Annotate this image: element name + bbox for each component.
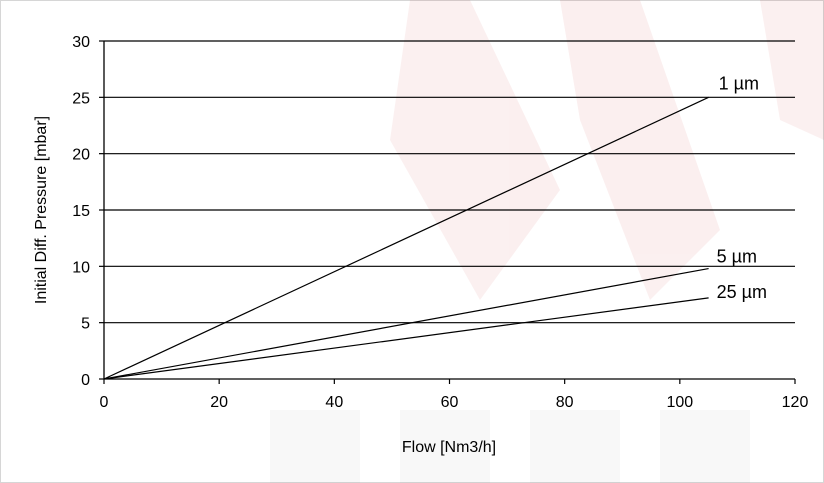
- series-label: 1 µm: [719, 73, 759, 93]
- x-tick-label: 100: [666, 394, 693, 411]
- y-tick-label: 20: [72, 147, 90, 164]
- x-tick-label: 40: [325, 394, 343, 411]
- series-lines: [103, 96, 709, 380]
- y-tick-label: 10: [72, 259, 90, 276]
- x-tick-label: 80: [556, 394, 574, 411]
- series-labels: 1 µm 5 µm 25 µm: [717, 73, 767, 302]
- series-line: [103, 297, 709, 380]
- x-tick-label: 20: [210, 394, 228, 411]
- y-axis-title: Initial Diff. Pressure [mbar]: [33, 116, 50, 304]
- y-axis-ticks: 0 5 10 15 20 25 30: [72, 34, 104, 389]
- y-tick-label: 5: [81, 316, 90, 333]
- x-axis-title: Flow [Nm3/h]: [402, 439, 496, 456]
- series-line: [103, 96, 709, 380]
- series-label: 25 µm: [717, 282, 767, 302]
- x-tick-label: 120: [782, 394, 809, 411]
- x-axis-ticks: 0 20 40 60 80 100 120: [100, 379, 809, 411]
- series-line: [103, 267, 709, 380]
- watermark-graphic: [270, 0, 824, 483]
- x-tick-label: 60: [441, 394, 459, 411]
- y-tick-label: 15: [72, 203, 90, 220]
- y-tick-label: 25: [72, 90, 90, 107]
- y-tick-label: 0: [81, 372, 90, 389]
- y-tick-label: 30: [72, 34, 90, 51]
- series-label: 5 µm: [717, 247, 757, 267]
- x-tick-label: 0: [100, 394, 109, 411]
- gridlines: [104, 40, 795, 324]
